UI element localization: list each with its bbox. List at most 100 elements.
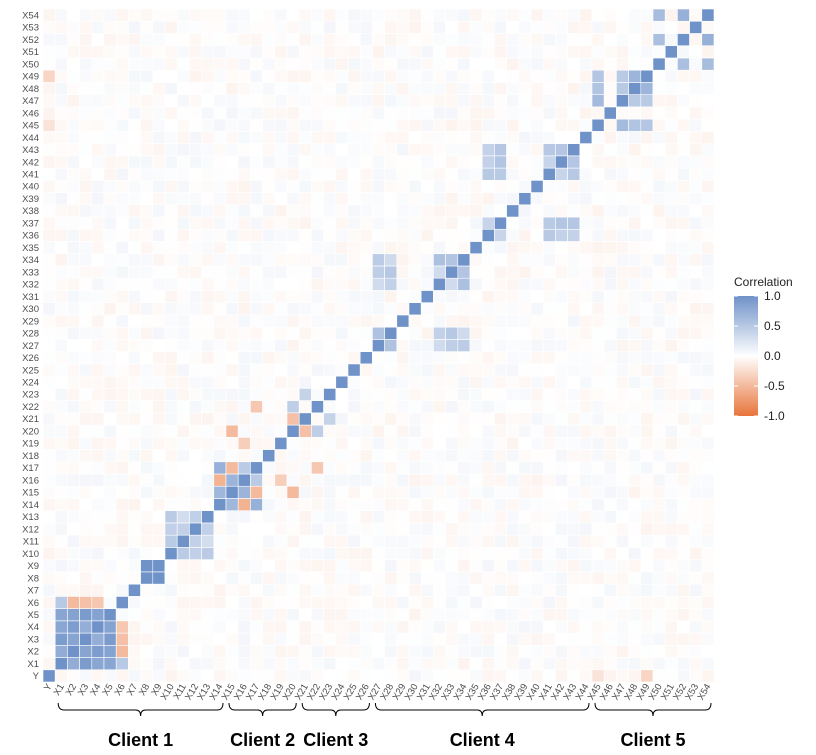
heatmap-cell <box>67 412 80 426</box>
heatmap-cell <box>347 277 361 291</box>
heatmap-cell <box>67 241 80 255</box>
heatmap-cell <box>42 522 56 536</box>
heatmap-cell <box>103 632 117 646</box>
heatmap-cell <box>420 375 434 389</box>
heatmap-cell <box>274 216 288 230</box>
heatmap-cell <box>115 571 129 585</box>
heatmap-cell <box>54 351 68 365</box>
heatmap-cell <box>664 314 678 328</box>
heatmap-cell <box>140 8 154 22</box>
heatmap-cell <box>701 143 715 157</box>
heatmap-cell <box>67 510 80 524</box>
heatmap-cell <box>603 277 617 291</box>
heatmap-cell <box>579 33 593 47</box>
heatmap-cell <box>506 424 520 438</box>
heatmap-cell <box>372 167 385 181</box>
heatmap-cell <box>103 302 117 316</box>
heatmap-cell <box>128 485 141 499</box>
heatmap-cell <box>225 314 239 328</box>
heatmap-cell <box>298 657 312 671</box>
heatmap-cell <box>91 669 105 683</box>
heatmap-cell <box>420 20 434 34</box>
heatmap-cell <box>128 657 141 671</box>
heatmap-cell <box>616 192 629 206</box>
heatmap-cell <box>298 485 312 499</box>
heatmap-cell <box>176 131 190 144</box>
heatmap-cell <box>664 485 678 499</box>
heatmap-cell <box>79 388 93 401</box>
heatmap-cell <box>542 559 556 573</box>
heatmap-cell <box>274 192 288 206</box>
heatmap-cell <box>689 351 703 365</box>
heatmap-cell <box>42 449 56 463</box>
heatmap-cell <box>67 94 80 108</box>
heatmap-cell <box>311 131 324 144</box>
heatmap-cell <box>189 131 202 144</box>
heatmap-cell <box>652 559 666 573</box>
heatmap-cell <box>506 167 520 181</box>
heatmap-cell <box>530 167 544 181</box>
heatmap-cell <box>67 473 80 487</box>
heatmap-cell <box>542 608 556 622</box>
heatmap-cell <box>408 33 422 47</box>
heatmap-cell <box>567 424 581 438</box>
heatmap-cell <box>311 8 324 22</box>
heatmap-cell <box>79 608 93 622</box>
heatmap-cell <box>384 571 398 585</box>
heatmap-cell <box>433 571 446 585</box>
heatmap-cell <box>323 559 337 573</box>
heatmap-cell <box>91 559 105 573</box>
heatmap-cell <box>91 436 105 450</box>
heatmap-cell <box>91 547 105 560</box>
heatmap-cell <box>481 620 495 634</box>
heatmap-cell <box>384 400 398 414</box>
heatmap-cell <box>54 559 68 573</box>
client-bracket <box>594 702 712 717</box>
heatmap-cell <box>494 314 507 328</box>
heatmap-cell <box>567 204 581 218</box>
heatmap-cell <box>213 314 227 328</box>
heatmap-cell <box>140 94 154 108</box>
heatmap-cell <box>555 632 568 646</box>
heatmap-cell <box>481 253 495 267</box>
y-tick-label: X45 <box>22 121 39 132</box>
heatmap-cell <box>530 302 544 316</box>
heatmap-cell <box>213 620 227 634</box>
heatmap-cell <box>469 375 483 389</box>
heatmap-cell <box>628 192 642 206</box>
heatmap-cell <box>298 228 312 242</box>
heatmap-cell <box>701 82 715 95</box>
heatmap-cell <box>286 412 300 426</box>
heatmap-cell <box>506 204 520 218</box>
heatmap-cell <box>701 57 715 71</box>
heatmap-cell <box>567 326 581 340</box>
heatmap-cell <box>103 400 117 414</box>
heatmap-cell <box>152 106 166 120</box>
heatmap-cell <box>640 351 654 365</box>
heatmap-cell <box>103 461 117 475</box>
heatmap-cell <box>567 412 581 426</box>
heatmap-cell <box>115 657 129 671</box>
heatmap-cell <box>603 204 617 218</box>
heatmap-cell <box>54 412 68 426</box>
heatmap-cell <box>42 192 56 206</box>
heatmap-cell <box>176 375 190 389</box>
heatmap-cell <box>701 155 715 169</box>
heatmap-cell <box>591 473 605 487</box>
heatmap-cell <box>311 400 324 414</box>
heatmap-cell <box>262 657 276 671</box>
heatmap-cell <box>250 449 263 463</box>
heatmap-cell <box>445 45 459 59</box>
heatmap-cell <box>250 241 263 255</box>
heatmap-cell <box>128 424 141 438</box>
heatmap-cell <box>408 277 422 291</box>
heatmap-cell <box>128 339 141 352</box>
heatmap-cell <box>311 180 324 193</box>
heatmap-cell <box>323 669 337 683</box>
y-tick-label: X10 <box>22 549 39 560</box>
heatmap-cell <box>103 449 117 463</box>
heatmap-cell <box>420 33 434 47</box>
heatmap-cell <box>372 253 385 267</box>
heatmap-cell <box>128 143 141 157</box>
heatmap-cell <box>469 449 483 463</box>
